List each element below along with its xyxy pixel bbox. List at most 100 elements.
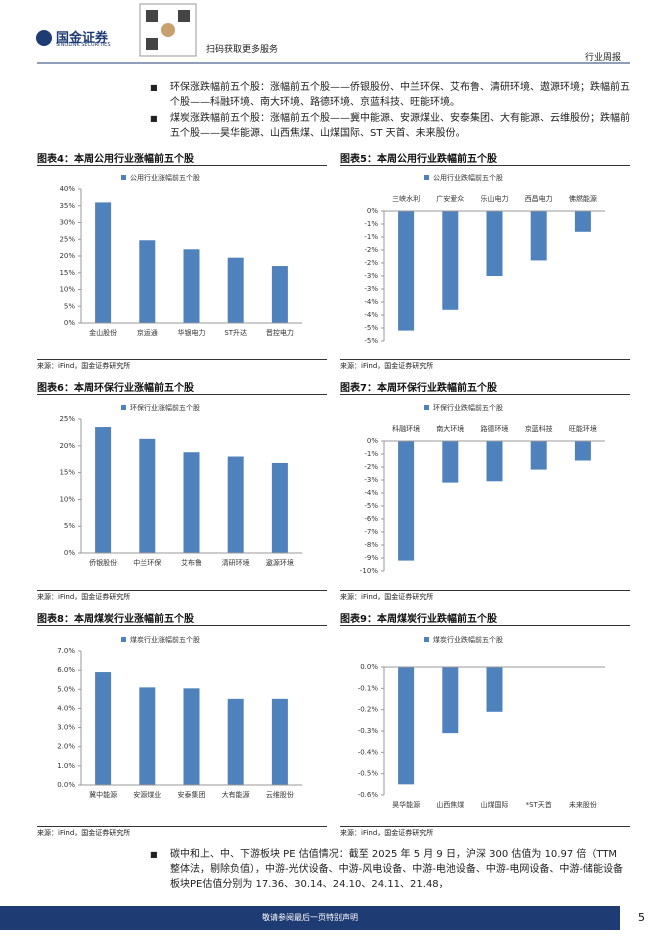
bar bbox=[530, 211, 547, 261]
bullet: 碳中和上、中、下游板块 PE 估值情况：截至 2025 年 5 月 9 日，沪深… bbox=[150, 847, 630, 892]
x-tick-label: 京运通 bbox=[137, 328, 158, 337]
y-tick-label: -0.6% bbox=[358, 791, 379, 799]
qr-logo bbox=[161, 23, 175, 37]
x-tick-label: 遨源环境 bbox=[266, 558, 294, 567]
y-tick-label: -3% bbox=[364, 285, 378, 293]
legend-label: 煤炭行业跌幅前五个股 bbox=[433, 635, 503, 644]
bar bbox=[139, 438, 156, 553]
x-tick-label: 云维股份 bbox=[266, 790, 294, 799]
report-type: 行业周报 bbox=[585, 53, 622, 63]
y-tick-label: -6% bbox=[364, 515, 378, 523]
y-tick-label: -3% bbox=[364, 476, 378, 484]
bar bbox=[442, 667, 459, 734]
y-tick-label: -0.3% bbox=[358, 727, 379, 735]
title-rule bbox=[37, 394, 327, 395]
chart-source: 来源：iFind，国金证券研究所 bbox=[340, 829, 434, 837]
chart: 煤炭行业涨幅前五个股 0.0% 1.0% 2.0% 3.0% 4.0% 5.0% 6.0% 7.… bbox=[57, 635, 302, 799]
y-tick-label: 10% bbox=[59, 495, 75, 503]
chart-title: 图表5：本周公用行业跌幅前五个股 bbox=[340, 154, 497, 165]
bar bbox=[227, 257, 244, 323]
bar bbox=[486, 211, 503, 276]
x-tick-label: 冀中能源 bbox=[89, 790, 117, 799]
y-tick-label: 0.0% bbox=[57, 781, 75, 789]
x-tick-label: 旺能环境 bbox=[569, 424, 597, 433]
title-rule bbox=[37, 625, 327, 626]
bar bbox=[574, 211, 591, 232]
bullet: 煤炭涨跌幅前五个股：涨幅前五个股——冀中能源、安源煤业、安泰集团、大有能源、云维… bbox=[150, 111, 630, 141]
bar bbox=[398, 441, 415, 561]
x-tick-label: 清研环境 bbox=[222, 558, 250, 567]
title-rule bbox=[37, 165, 327, 166]
bar bbox=[183, 249, 200, 323]
y-tick-label: -2% bbox=[364, 259, 378, 267]
chart: 环保行业跌幅前五个股 0% -1% -2% -3% -4% -5% -6% -7% -8% -9% -… bbox=[360, 403, 605, 575]
chart: 公用行业跌幅前五个股 0% -1% -1% -2% -2% -3% -3% -4% -4% -5% -… bbox=[364, 173, 605, 345]
chart-title: 图表4：本周公用行业涨幅前五个股 bbox=[37, 154, 194, 165]
y-tick-label: 0.0% bbox=[360, 663, 378, 671]
x-tick-label: *ST天首 bbox=[526, 800, 552, 809]
y-tick-label: -4% bbox=[364, 311, 378, 319]
bar bbox=[574, 441, 591, 461]
x-tick-label: 中兰环保 bbox=[133, 558, 161, 567]
x-tick-label: 安泰集团 bbox=[178, 790, 206, 799]
chart-source: 来源：iFind，国金证券研究所 bbox=[37, 362, 131, 370]
legend-label: 环保行业涨幅前五个股 bbox=[130, 403, 200, 412]
source-rule bbox=[340, 590, 630, 591]
logo-text: 国金证券 bbox=[56, 31, 109, 46]
y-tick-label: 30% bbox=[59, 219, 75, 227]
x-tick-label: 南大环境 bbox=[436, 424, 464, 433]
bar bbox=[227, 698, 244, 785]
source-rule bbox=[340, 826, 630, 827]
y-tick-label: -5% bbox=[364, 502, 378, 510]
y-tick-label: -9% bbox=[364, 554, 378, 562]
bar bbox=[139, 240, 156, 323]
source-rule bbox=[37, 590, 327, 591]
footer-bar bbox=[0, 906, 620, 930]
bar bbox=[227, 456, 244, 553]
y-tick-label: 25% bbox=[59, 235, 75, 243]
y-tick-label: -0.4% bbox=[358, 748, 379, 756]
bar bbox=[183, 688, 200, 785]
legend-label: 煤炭行业涨幅前五个股 bbox=[130, 635, 200, 644]
y-tick-label: -4% bbox=[364, 489, 378, 497]
y-tick-label: 5% bbox=[64, 522, 75, 530]
legend-swatch bbox=[121, 175, 126, 180]
y-tick-label: 5.0% bbox=[57, 685, 75, 693]
legend-swatch bbox=[424, 175, 429, 180]
x-tick-label: 安源煤业 bbox=[133, 790, 161, 799]
y-tick-label: -1% bbox=[364, 220, 378, 228]
x-tick-label: 京蓝科技 bbox=[525, 424, 553, 433]
chart-source: 来源：iFind，国金证券研究所 bbox=[340, 362, 434, 370]
source-rule bbox=[340, 359, 630, 360]
legend-label: 公用行业跌幅前五个股 bbox=[433, 173, 503, 182]
y-tick-label: -2% bbox=[364, 246, 378, 254]
qr-corner bbox=[146, 38, 158, 50]
chart: 煤炭行业跌幅前五个股 0.0% -0.1% -0.2% -0.3% -0.4% -0.5% -… bbox=[358, 635, 605, 809]
legend-swatch bbox=[121, 405, 126, 410]
legend-swatch bbox=[121, 637, 126, 642]
footer-disclaimer: 敬请参阅最后一页特别声明 bbox=[262, 913, 358, 922]
logo-subtext: SINOLINK SECURITIES bbox=[56, 42, 111, 48]
y-tick-label: -7% bbox=[364, 528, 378, 536]
header-graphics bbox=[36, 3, 630, 64]
bar bbox=[183, 452, 200, 553]
x-tick-label: 佛燃能源 bbox=[569, 194, 597, 203]
bar bbox=[398, 211, 415, 331]
x-tick-label: 广安爱众 bbox=[436, 194, 464, 203]
x-tick-label: 山西焦煤 bbox=[436, 800, 464, 809]
y-tick-label: 7.0% bbox=[57, 647, 75, 655]
y-tick-label: 20% bbox=[59, 442, 75, 450]
y-tick-label: 25% bbox=[59, 415, 75, 423]
chart: 环保行业涨幅前五个股 0% 5% 10% 15% 20% 25% 侨银股份 中兰环保 艾布鲁 清研环… bbox=[59, 403, 302, 567]
y-tick-label: 0% bbox=[367, 437, 378, 445]
bar bbox=[271, 698, 288, 785]
chart-title: 图表8：本周煤炭行业涨幅前五个股 bbox=[37, 614, 194, 625]
y-tick-label: -2% bbox=[364, 463, 378, 471]
legend-swatch bbox=[424, 405, 429, 410]
y-tick-label: 1.0% bbox=[57, 762, 75, 770]
source-rule bbox=[37, 359, 327, 360]
x-tick-label: 西昌电力 bbox=[525, 194, 553, 203]
x-tick-label: 路德环境 bbox=[481, 424, 509, 433]
x-tick-label: 侨银股份 bbox=[89, 558, 117, 567]
y-tick-label: 2.0% bbox=[57, 743, 75, 751]
